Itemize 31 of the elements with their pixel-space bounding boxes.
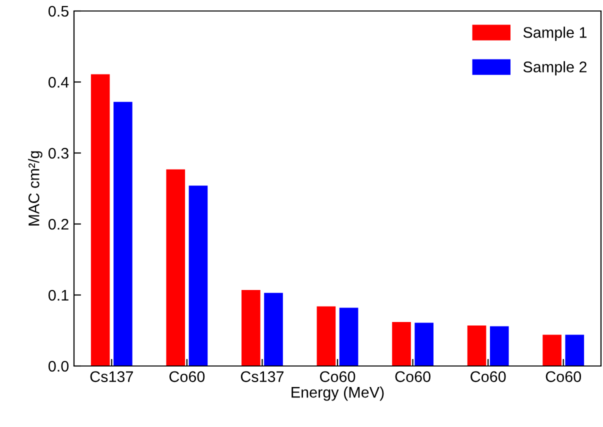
- y-tick-label: 0.0: [48, 360, 69, 372]
- x-tick-label: Co60: [320, 371, 356, 382]
- y-tick-label: 0.3: [48, 148, 68, 159]
- bar: [316, 306, 336, 366]
- x-tick-label: Co60: [546, 371, 582, 382]
- legend-label: Sample 2: [523, 61, 586, 76]
- x-tick-label: Cs137: [90, 371, 133, 382]
- bar: [166, 169, 186, 366]
- y-tick-label: 0.2: [48, 218, 68, 230]
- bar: [264, 292, 283, 366]
- bar: [242, 290, 260, 366]
- x-tick-label: Co60: [470, 371, 506, 382]
- y-tick-label: 0.5: [48, 6, 68, 17]
- bar: [565, 334, 584, 366]
- y-tick-label: 0.1: [48, 290, 68, 301]
- x-axis-title: Energy (MeV): [292, 386, 384, 401]
- x-tick-label: Co60: [395, 371, 430, 382]
- bar: [90, 74, 110, 366]
- y-tick-label: 0.4: [48, 76, 69, 88]
- bar: [414, 322, 434, 366]
- bar: [114, 102, 132, 366]
- x-tick-label: Co60: [169, 371, 205, 382]
- y-axis-title: MAC cm²/g: [28, 151, 42, 226]
- bar: [467, 326, 486, 366]
- bar: [339, 308, 358, 366]
- bar: [490, 326, 509, 366]
- legend-label: Sample 1: [523, 26, 587, 41]
- bar: [188, 186, 208, 366]
- bar: [542, 334, 562, 366]
- bar: [392, 322, 411, 366]
- x-tick-label: Cs137: [240, 371, 284, 382]
